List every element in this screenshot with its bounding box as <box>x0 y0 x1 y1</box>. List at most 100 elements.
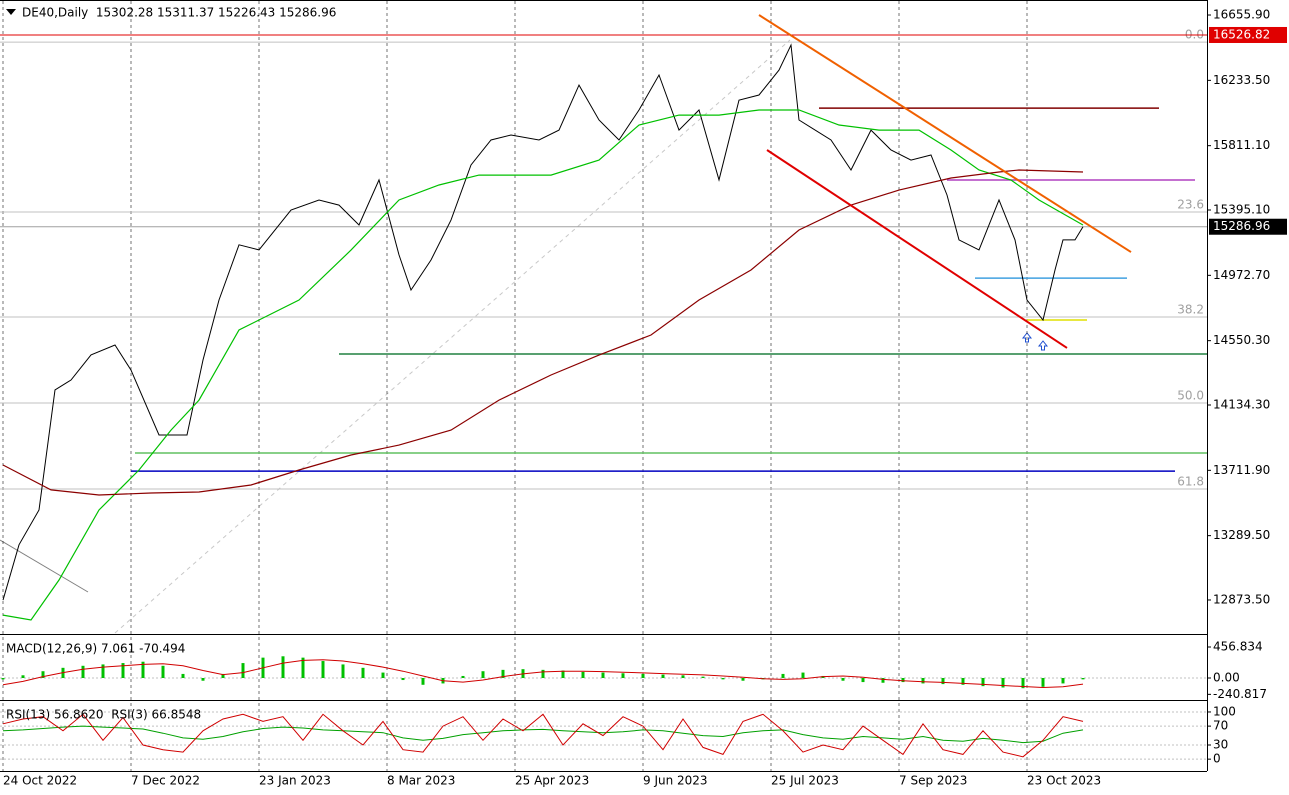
macd-bar <box>121 663 125 679</box>
price-line <box>2 169 1084 496</box>
macd-bar <box>481 671 485 679</box>
macd-bar <box>301 657 305 679</box>
macd-bar <box>801 672 805 679</box>
y-tick-label: 70 <box>1213 719 1228 733</box>
y-tick-label: 14134.30 <box>1213 397 1270 411</box>
y-tick-label: 13711.90 <box>1213 463 1270 477</box>
x-tick-label: 9 Jun 2023 <box>643 774 708 788</box>
macd-bar <box>941 678 945 685</box>
macd-bar <box>21 675 25 679</box>
macd-bar <box>81 665 85 679</box>
macd-bar <box>341 664 345 679</box>
x-tick-label: 24 Oct 2022 <box>3 774 77 788</box>
y-tick-label: 0 <box>1213 752 1221 766</box>
signal-line <box>2 659 1084 689</box>
macd-bar <box>401 678 405 681</box>
chart-title: DE40,Daily 15302.28 15311.37 15226.43 15… <box>22 6 336 20</box>
fibo-base-line <box>114 39 791 634</box>
macd-bar <box>981 678 985 687</box>
macd-bar <box>321 661 325 679</box>
rsi-line <box>2 713 1084 758</box>
macd-bar <box>1001 678 1005 688</box>
macd-label: MACD(12,26,9) 7.061 -70.494 <box>6 642 185 656</box>
macd-bar <box>561 670 565 679</box>
macd-bar <box>901 678 905 683</box>
macd-bar <box>681 675 685 679</box>
macd-bar <box>181 673 185 679</box>
y-tick-label: 16233.50 <box>1213 73 1270 87</box>
macd-bar <box>1021 678 1025 689</box>
macd-bar <box>661 674 665 679</box>
rsi-line <box>2 725 1084 744</box>
macd-bar <box>701 676 705 679</box>
macd-bar <box>1041 678 1045 687</box>
fibo-label: 50.0 <box>1177 389 1204 403</box>
macd-bar <box>721 678 725 680</box>
macd-bar <box>141 661 145 679</box>
x-tick-label: 23 Jan 2023 <box>259 774 331 788</box>
macd-bar <box>621 673 625 679</box>
macd-bar <box>201 678 205 681</box>
y-tick-label: 15395.10 <box>1213 203 1270 217</box>
x-tick-label: 25 Jul 2023 <box>771 774 839 788</box>
macd-bar <box>881 678 885 683</box>
y-tick-label: -240.817 <box>1213 687 1267 701</box>
macd-bar <box>741 678 745 681</box>
macd-bar <box>221 673 225 679</box>
y-tick-label: 14972.70 <box>1213 268 1270 282</box>
macd-bar <box>241 663 245 679</box>
y-tick-label: 0.00 <box>1213 671 1240 685</box>
rsi-label: RSI(13) 56.8620 RSI(3) 66.8548 <box>6 708 201 722</box>
fibo-label: 38.2 <box>1177 303 1204 317</box>
macd-bar <box>161 665 165 679</box>
x-tick-label: 25 Apr 2023 <box>515 774 589 788</box>
price-label-box <box>1209 26 1287 43</box>
macd-bar <box>841 678 845 681</box>
y-tick-label: 14550.30 <box>1213 333 1270 347</box>
price-label: 16526.82 <box>1213 27 1270 41</box>
fibo-label: 61.8 <box>1177 475 1204 489</box>
macd-bar <box>921 678 925 684</box>
macd-bar <box>601 672 605 679</box>
fibo-label: 23.6 <box>1177 198 1204 212</box>
price-label-box <box>1209 218 1287 235</box>
trend-line <box>766 149 1068 349</box>
macd-bar <box>41 671 45 679</box>
menu-triangle <box>6 9 16 15</box>
trend-line <box>758 14 1132 253</box>
y-tick-label: 15811.10 <box>1213 138 1270 152</box>
macd-bar <box>281 656 285 679</box>
x-tick-label: 7 Dec 2022 <box>131 774 200 788</box>
macd-bar <box>1081 678 1085 680</box>
price-label: 15286.96 <box>1213 219 1270 233</box>
price-line <box>2 109 1084 621</box>
y-tick-label: 100 <box>1213 704 1236 718</box>
macd-bar <box>581 671 585 679</box>
y-tick-label: 456.834 <box>1213 640 1263 654</box>
x-tick-label: 23 Oct 2023 <box>1027 774 1101 788</box>
y-tick-label: 30 <box>1213 737 1228 751</box>
y-tick-label: 13289.50 <box>1213 528 1270 542</box>
macd-bar <box>861 678 865 683</box>
macd-bar <box>541 669 545 679</box>
macd-bar <box>781 673 785 679</box>
macd-bar <box>501 669 505 679</box>
macd-bar <box>101 664 105 679</box>
up-arrow <box>1037 340 1049 351</box>
drawn-line <box>0 539 89 593</box>
macd-bar <box>961 678 965 685</box>
macd-bar <box>421 678 425 685</box>
x-tick-label: 8 Mar 2023 <box>387 774 455 788</box>
macd-bar <box>1061 678 1065 684</box>
macd-bar <box>361 667 365 679</box>
y-tick-label: 12873.50 <box>1213 592 1270 606</box>
macd-bar <box>461 675 465 679</box>
x-tick-label: 7 Sep 2023 <box>899 774 967 788</box>
y-tick-label: 16655.90 <box>1213 8 1270 22</box>
price-line <box>2 43 1084 601</box>
macd-bar <box>641 673 645 679</box>
macd-bar <box>1 678 5 680</box>
macd-bar <box>381 672 385 679</box>
